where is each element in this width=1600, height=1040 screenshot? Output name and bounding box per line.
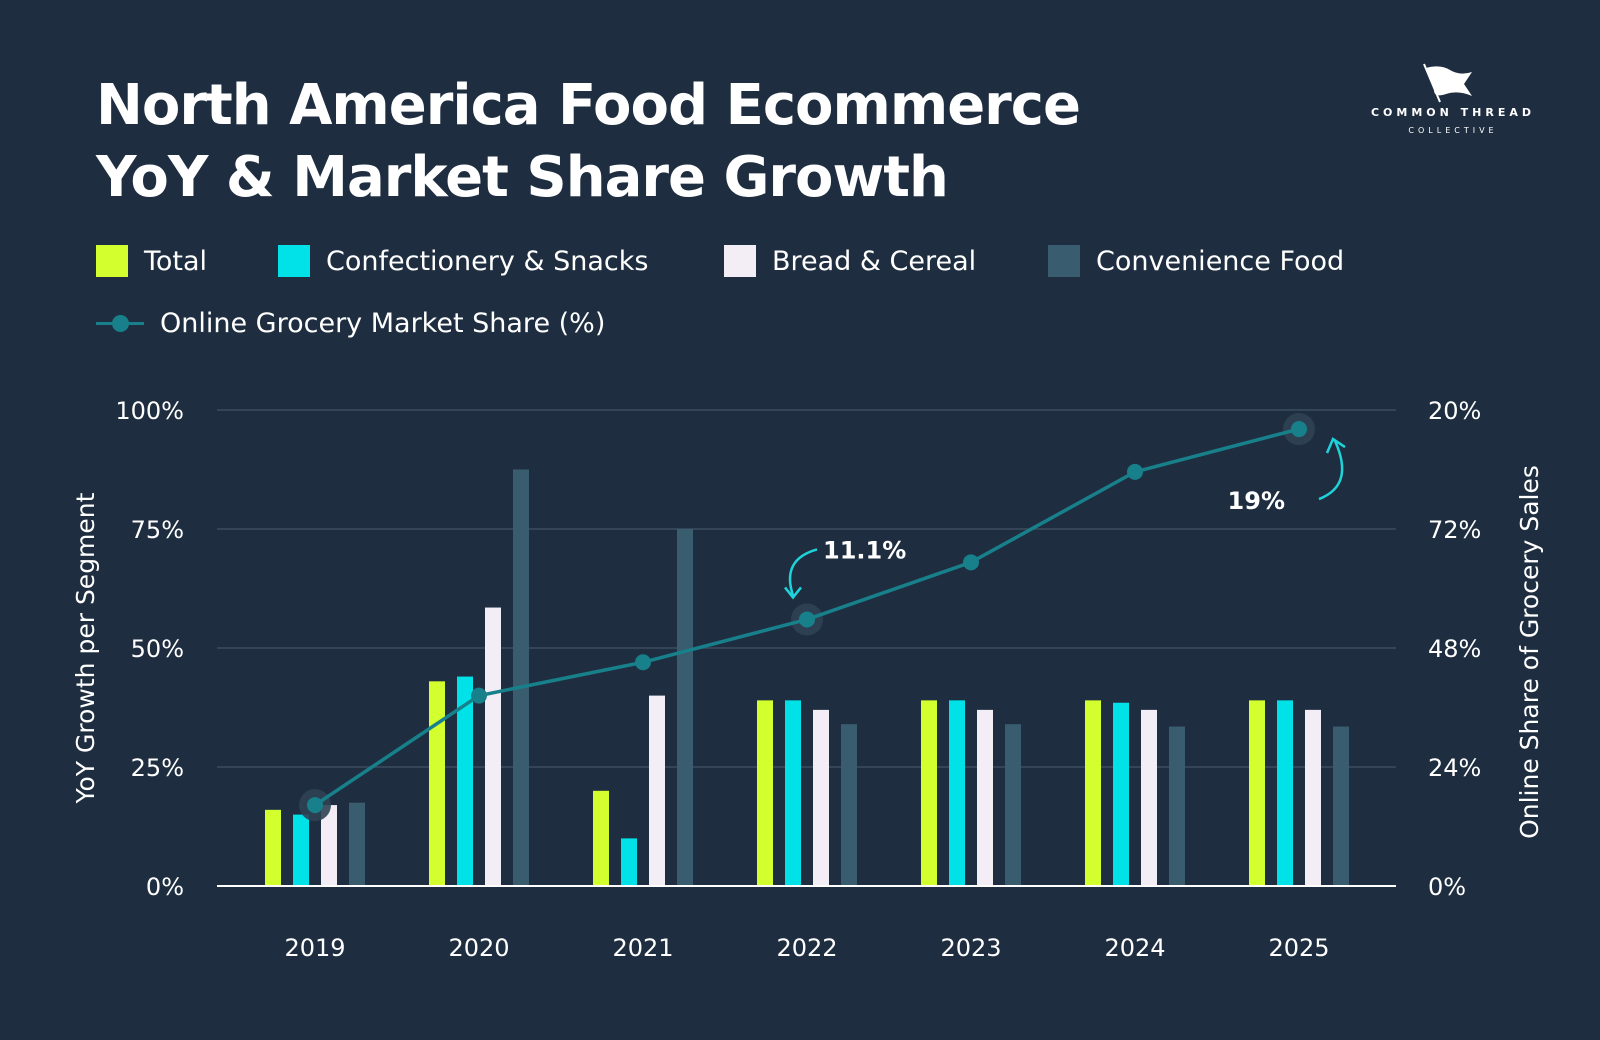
bar-total	[593, 790, 609, 886]
x-tick-label: 2021	[612, 934, 673, 962]
bar-total	[1249, 700, 1265, 886]
legend-swatch-total	[96, 245, 128, 277]
annotation-arrowhead	[1325, 437, 1346, 454]
bar-bread	[485, 607, 501, 886]
annotations: 11.1% 19%	[784, 437, 1346, 600]
bar-total	[757, 700, 773, 886]
annotation-arrow	[1318, 440, 1344, 501]
title-line-2: YoY & Market Share Growth	[96, 145, 949, 210]
y-tick-label: 25%	[131, 754, 184, 782]
market-share-line-group	[299, 413, 1315, 822]
legend-item-confectionery: Confectionery & Snacks	[278, 245, 648, 277]
annotation-arrow	[788, 548, 818, 596]
legend-label-bread: Bread & Cereal	[772, 245, 977, 277]
y2-tick-label: 0%	[1428, 873, 1466, 901]
right-axis-title: Online Share of Grocery Sales	[1515, 465, 1544, 839]
legend-swatch-bread	[724, 245, 756, 277]
bar-confectionery	[457, 676, 473, 886]
bar-total	[265, 809, 281, 886]
bar-bread	[1305, 709, 1321, 886]
y2-tick-label: 48%	[1428, 635, 1481, 663]
bar-total	[1085, 700, 1101, 886]
x-tick-label: 2025	[1268, 934, 1329, 962]
gridlines	[217, 409, 1396, 768]
bar-confectionery	[785, 700, 801, 886]
market-share-point	[307, 797, 323, 814]
bar-bread	[813, 709, 829, 886]
annotation-arrowhead	[784, 586, 802, 600]
legend-label-confectionery: Confectionery & Snacks	[326, 245, 649, 277]
legend-item-total: Total	[96, 245, 207, 277]
y-tick-label: 50%	[131, 635, 184, 663]
bar-total	[429, 681, 445, 886]
x-tick-label: 2022	[776, 934, 837, 962]
market-share-point	[471, 687, 487, 704]
legend-label-convenience: Convenience Food	[1096, 245, 1345, 277]
bar-confectionery	[293, 814, 309, 886]
left-axis-title: YoY Growth per Segment	[71, 492, 100, 804]
y2-tick-label: 72%	[1428, 516, 1481, 544]
bar-bread	[649, 695, 665, 886]
bar-confectionery	[1277, 700, 1293, 886]
y-tick-label: 75%	[131, 516, 184, 544]
flag-icon	[1423, 63, 1472, 103]
bar-confectionery	[1113, 702, 1129, 886]
legend-line-swatch	[96, 307, 144, 339]
x-tick-label: 2023	[940, 934, 1001, 962]
left-axis-ticks: 0% 25% 50% 75% 100%	[115, 397, 184, 901]
x-tick-label: 2020	[448, 934, 509, 962]
bar-bread	[1141, 709, 1157, 886]
x-axis-ticks: 2019 2020 2021 2022 2023 2024 2025	[284, 934, 1329, 962]
annotation-label: 19%	[1228, 487, 1285, 515]
bar-convenience	[1333, 726, 1349, 886]
market-share-point	[1291, 421, 1307, 438]
bar-convenience	[841, 724, 857, 886]
bar-convenience	[1005, 724, 1021, 886]
bar-confectionery	[621, 838, 637, 886]
x-tick-label: 2019	[284, 934, 345, 962]
bar-confectionery	[949, 700, 965, 886]
legend-swatch-convenience	[1048, 245, 1080, 277]
title-line-1: North America Food Ecommerce	[96, 73, 1081, 138]
legend-swatch-confectionery	[278, 245, 310, 277]
legend-item-bread: Bread & Cereal	[724, 245, 976, 277]
legend-item-market-share: Online Grocery Market Share (%)	[96, 307, 605, 339]
brand-logo: COMMON THREAD COLLECTIVE	[1368, 62, 1538, 142]
x-tick-label: 2024	[1104, 934, 1165, 962]
annotation-label: 11.1%	[823, 536, 906, 564]
market-share-point	[1127, 463, 1143, 480]
bar-bread	[977, 709, 993, 886]
market-share-point	[635, 654, 651, 671]
bar-convenience	[513, 469, 529, 886]
legend-item-convenience: Convenience Food	[1048, 245, 1344, 277]
chart-title: North America Food Ecommerce YoY & Marke…	[96, 70, 1081, 214]
bar-total	[921, 700, 937, 886]
bars	[265, 469, 1349, 886]
bar-convenience	[349, 802, 365, 886]
logo-brand: COMMON THREAD	[1370, 106, 1536, 119]
legend-label-market-share: Online Grocery Market Share (%)	[160, 307, 606, 339]
y2-tick-label: 24%	[1428, 754, 1481, 782]
logo-sub: COLLECTIVE	[1408, 126, 1498, 135]
bar-bread	[321, 805, 337, 886]
right-axis-ticks: 0% 24% 48% 72% 20%	[1428, 397, 1481, 901]
y-tick-label: 100%	[115, 397, 184, 425]
market-share-point	[963, 554, 979, 571]
bar-convenience	[677, 529, 693, 886]
y2-tick-label: 20%	[1428, 397, 1481, 425]
legend-label-total: Total	[144, 245, 208, 277]
market-share-point	[799, 611, 815, 628]
bar-convenience	[1169, 726, 1185, 886]
y-tick-label: 0%	[146, 873, 184, 901]
